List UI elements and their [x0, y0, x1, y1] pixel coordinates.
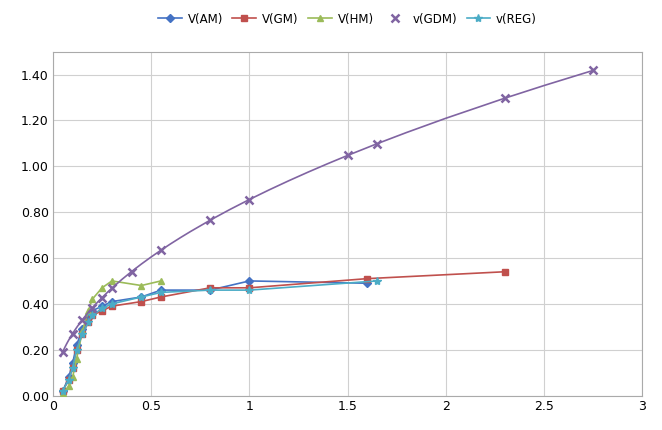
v(GDM) [589, 68, 597, 73]
v(GDM) [69, 331, 77, 336]
Legend: V(AM), V(GM), V(HM), v(GDM), v(REG): V(AM), V(GM), V(HM), v(GDM), v(REG) [158, 13, 537, 26]
v(REG) [138, 295, 146, 300]
v(GDM) [157, 248, 165, 253]
V(GM) [157, 295, 165, 300]
v(REG) [84, 319, 92, 325]
v(REG) [108, 301, 116, 307]
V(AM) [138, 295, 146, 300]
v(REG) [246, 288, 254, 293]
V(AM) [206, 288, 214, 293]
V(HM) [108, 278, 116, 283]
V(GM) [88, 313, 96, 318]
V(AM) [73, 343, 81, 348]
v(REG) [65, 377, 73, 382]
V(AM) [78, 326, 86, 332]
V(GM) [84, 319, 92, 325]
V(HM) [65, 384, 73, 389]
v(REG) [157, 290, 165, 295]
Line: V(AM): V(AM) [60, 278, 370, 394]
V(AM) [246, 278, 254, 283]
V(GM) [246, 285, 254, 290]
v(GDM) [108, 286, 116, 291]
V(GM) [78, 331, 86, 336]
v(REG) [206, 288, 214, 293]
V(HM) [59, 391, 67, 396]
Line: v(GDM): v(GDM) [59, 66, 597, 356]
V(GM) [108, 304, 116, 309]
v(GDM) [344, 153, 352, 158]
V(HM) [88, 297, 96, 302]
Line: v(REG): v(REG) [59, 277, 381, 395]
V(HM) [78, 329, 86, 334]
v(GDM) [78, 317, 86, 322]
v(GDM) [246, 197, 254, 202]
v(GDM) [500, 95, 508, 101]
V(AM) [157, 288, 165, 293]
v(REG) [69, 366, 77, 371]
V(AM) [84, 315, 92, 320]
V(GM) [206, 285, 214, 290]
v(GDM) [373, 141, 381, 146]
v(REG) [88, 313, 96, 318]
v(REG) [73, 347, 81, 352]
V(GM) [363, 276, 371, 281]
V(AM) [69, 361, 77, 366]
Line: V(HM): V(HM) [60, 277, 164, 397]
V(AM) [88, 308, 96, 313]
v(GDM) [206, 218, 214, 223]
v(REG) [78, 331, 86, 336]
V(HM) [157, 278, 165, 283]
v(GDM) [98, 295, 106, 300]
v(GDM) [88, 305, 96, 310]
V(HM) [138, 283, 146, 288]
V(HM) [84, 308, 92, 313]
V(AM) [98, 304, 106, 309]
V(GM) [138, 299, 146, 304]
V(HM) [69, 375, 77, 380]
V(AM) [59, 388, 67, 393]
V(GM) [98, 308, 106, 313]
v(REG) [59, 388, 67, 393]
V(GM) [69, 366, 77, 371]
v(REG) [98, 306, 106, 311]
V(HM) [98, 285, 106, 290]
V(AM) [363, 281, 371, 286]
v(GDM) [59, 349, 67, 354]
V(AM) [65, 375, 73, 380]
V(GM) [59, 388, 67, 393]
V(HM) [73, 356, 81, 362]
Line: V(GM): V(GM) [60, 269, 508, 394]
V(GM) [73, 347, 81, 352]
V(AM) [108, 299, 116, 304]
v(GDM) [128, 269, 136, 274]
v(REG) [373, 278, 381, 283]
V(GM) [500, 269, 508, 274]
V(GM) [65, 377, 73, 382]
